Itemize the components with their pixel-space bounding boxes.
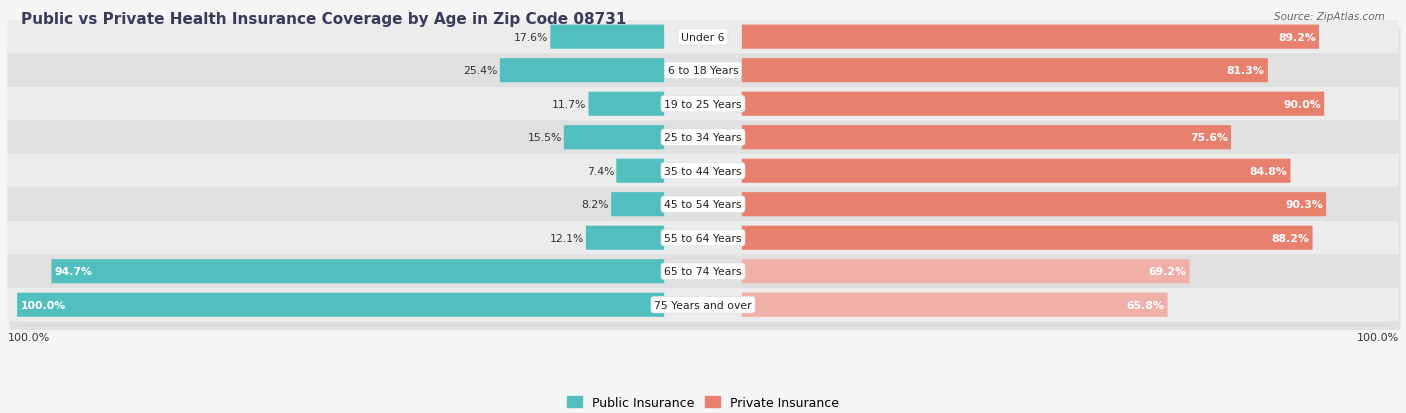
FancyBboxPatch shape (742, 93, 1324, 116)
FancyBboxPatch shape (10, 230, 1400, 263)
Text: 75 Years and over: 75 Years and over (654, 300, 752, 310)
FancyBboxPatch shape (499, 59, 664, 83)
Text: 35 to 44 Years: 35 to 44 Years (664, 166, 742, 176)
FancyBboxPatch shape (10, 96, 1400, 130)
Text: 25.4%: 25.4% (464, 66, 498, 76)
FancyBboxPatch shape (7, 88, 1399, 121)
Text: Source: ZipAtlas.com: Source: ZipAtlas.com (1274, 12, 1385, 22)
FancyBboxPatch shape (616, 159, 664, 183)
FancyBboxPatch shape (550, 26, 664, 50)
FancyBboxPatch shape (10, 263, 1400, 297)
Text: 25 to 34 Years: 25 to 34 Years (664, 133, 742, 143)
FancyBboxPatch shape (742, 259, 1189, 284)
FancyBboxPatch shape (742, 193, 1326, 217)
FancyBboxPatch shape (7, 255, 1399, 288)
FancyBboxPatch shape (17, 293, 664, 317)
Text: 90.3%: 90.3% (1285, 200, 1323, 210)
Text: 90.0%: 90.0% (1284, 100, 1322, 109)
Text: 8.2%: 8.2% (582, 200, 609, 210)
Text: Under 6: Under 6 (682, 33, 724, 43)
FancyBboxPatch shape (742, 293, 1167, 317)
Text: 84.8%: 84.8% (1250, 166, 1288, 176)
FancyBboxPatch shape (10, 163, 1400, 196)
FancyBboxPatch shape (586, 226, 664, 250)
FancyBboxPatch shape (7, 54, 1399, 88)
Text: 11.7%: 11.7% (553, 100, 586, 109)
FancyBboxPatch shape (589, 93, 664, 116)
FancyBboxPatch shape (7, 154, 1399, 188)
FancyBboxPatch shape (52, 259, 664, 284)
FancyBboxPatch shape (10, 29, 1400, 63)
Text: 100.0%: 100.0% (1357, 332, 1399, 342)
Text: 12.1%: 12.1% (550, 233, 583, 243)
Text: 65 to 74 Years: 65 to 74 Years (664, 266, 742, 277)
Text: 45 to 54 Years: 45 to 54 Years (664, 200, 742, 210)
Text: Public vs Private Health Insurance Coverage by Age in Zip Code 08731: Public vs Private Health Insurance Cover… (21, 12, 627, 27)
FancyBboxPatch shape (7, 221, 1399, 255)
Text: 94.7%: 94.7% (55, 266, 93, 277)
FancyBboxPatch shape (742, 59, 1268, 83)
FancyBboxPatch shape (7, 121, 1399, 154)
Text: 100.0%: 100.0% (7, 332, 49, 342)
Text: 15.5%: 15.5% (527, 133, 562, 143)
Text: 19 to 25 Years: 19 to 25 Years (664, 100, 742, 109)
Text: 100.0%: 100.0% (20, 300, 66, 310)
Text: 69.2%: 69.2% (1149, 266, 1187, 277)
FancyBboxPatch shape (612, 193, 664, 217)
Text: 55 to 64 Years: 55 to 64 Years (664, 233, 742, 243)
Text: 7.4%: 7.4% (586, 166, 614, 176)
Text: 6 to 18 Years: 6 to 18 Years (668, 66, 738, 76)
FancyBboxPatch shape (7, 21, 1399, 54)
Text: 75.6%: 75.6% (1189, 133, 1227, 143)
Text: 88.2%: 88.2% (1271, 233, 1309, 243)
Text: 17.6%: 17.6% (515, 33, 548, 43)
Text: 65.8%: 65.8% (1126, 300, 1164, 310)
FancyBboxPatch shape (742, 126, 1232, 150)
FancyBboxPatch shape (742, 226, 1313, 250)
FancyBboxPatch shape (10, 196, 1400, 230)
FancyBboxPatch shape (564, 126, 664, 150)
FancyBboxPatch shape (742, 159, 1291, 183)
FancyBboxPatch shape (7, 288, 1399, 322)
FancyBboxPatch shape (10, 63, 1400, 96)
Legend: Public Insurance, Private Insurance: Public Insurance, Private Insurance (562, 391, 844, 413)
Text: 81.3%: 81.3% (1227, 66, 1264, 76)
FancyBboxPatch shape (742, 26, 1319, 50)
FancyBboxPatch shape (10, 297, 1400, 330)
Text: 89.2%: 89.2% (1278, 33, 1316, 43)
FancyBboxPatch shape (7, 188, 1399, 221)
FancyBboxPatch shape (10, 130, 1400, 163)
